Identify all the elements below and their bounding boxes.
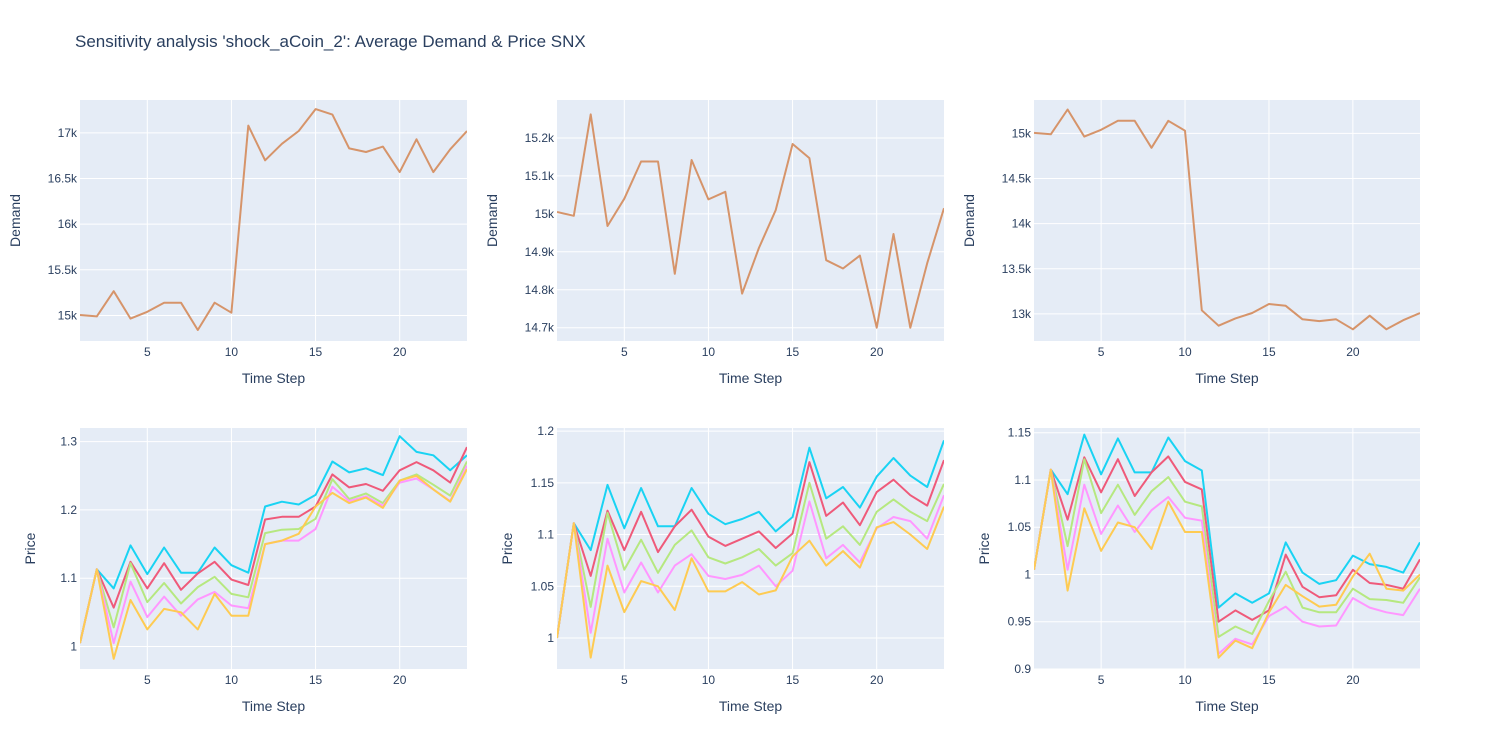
y-axis-title: Demand <box>961 194 977 247</box>
y-tick-label: 1.05 <box>531 579 555 593</box>
y-tick-label: 13k <box>1012 307 1032 321</box>
x-axis-title: Time Step <box>1195 698 1258 714</box>
x-tick-label: 10 <box>225 345 239 359</box>
series-line-series-1 <box>80 435 467 644</box>
series-line-demand <box>80 108 467 331</box>
y-tick-label: 15k <box>535 207 555 221</box>
series-line-series-4 <box>1034 468 1420 655</box>
series-line-series-5 <box>80 468 467 660</box>
y-tick-label: 14k <box>1012 217 1032 231</box>
x-axis-title: Time Step <box>1195 370 1258 386</box>
x-tick-label: 20 <box>393 673 407 687</box>
x-tick-label: 10 <box>1178 345 1192 359</box>
x-axis-title: Time Step <box>242 698 305 714</box>
y-tick-label: 15.1k <box>525 169 555 183</box>
y-axis-title: Demand <box>7 194 23 247</box>
y-tick-label: 1.2 <box>60 503 77 517</box>
x-tick-label: 20 <box>870 345 884 359</box>
y-tick-label: 1.1 <box>60 571 77 585</box>
plot-background <box>557 428 944 669</box>
x-tick-label: 5 <box>144 673 151 687</box>
series-line-series-5 <box>557 506 944 659</box>
x-tick-label: 20 <box>870 673 884 687</box>
subplot-2: 5 10 15 20 14.7k 14.8k 14.9k 15k 15.1k 15.2k Time … <box>484 100 944 386</box>
x-tick-label: 15 <box>1262 345 1276 359</box>
subplot-6: 5 10 15 20 0.9 0.95 1 1.05 1.1 1.15 Time Step Price <box>976 426 1420 714</box>
y-tick-label: 13.5k <box>1002 262 1032 276</box>
y-axis-title: Demand <box>484 194 500 247</box>
plot-background <box>80 100 467 341</box>
x-tick-label: 5 <box>621 345 628 359</box>
y-tick-label: 15k <box>58 308 78 322</box>
x-tick-label: 5 <box>621 673 628 687</box>
series-line-series-1 <box>557 440 944 639</box>
series-line-series-3 <box>557 481 944 639</box>
x-tick-label: 20 <box>393 345 407 359</box>
y-tick-label: 1.1 <box>1014 473 1031 487</box>
subplot-3: 5 10 15 20 13k 13.5k 14k 14.5k 15k Time Step Deman… <box>961 100 1420 386</box>
x-tick-label: 15 <box>309 345 323 359</box>
y-tick-label: 15.2k <box>525 131 555 145</box>
series-line-demand <box>557 113 944 329</box>
x-tick-label: 10 <box>1178 673 1192 687</box>
x-tick-label: 20 <box>1346 673 1360 687</box>
y-tick-label: 0.95 <box>1008 615 1032 629</box>
y-tick-label: 1.05 <box>1008 520 1032 534</box>
y-tick-label: 1.15 <box>531 476 555 490</box>
y-tick-label: 16k <box>58 217 78 231</box>
x-tick-label: 15 <box>309 673 323 687</box>
y-tick-label: 1 <box>70 639 77 653</box>
plot-background <box>557 100 944 341</box>
series-line-series-3 <box>1034 458 1420 638</box>
series-line-series-5 <box>1034 468 1420 659</box>
subplot-1: 5 10 15 20 15k 15.5k 16k 16.5k 17k Time Step Deman… <box>7 100 467 386</box>
y-tick-label: 1 <box>1024 567 1031 581</box>
series-line-series-1 <box>1034 433 1420 609</box>
x-tick-label: 15 <box>1262 673 1276 687</box>
y-tick-label: 0.9 <box>1014 662 1031 676</box>
y-tick-label: 1.15 <box>1008 426 1032 440</box>
x-tick-label: 15 <box>786 345 800 359</box>
y-tick-label: 16.5k <box>48 172 78 186</box>
y-axis-title: Price <box>499 532 515 564</box>
x-axis-title: Time Step <box>719 698 782 714</box>
y-tick-label: 17k <box>58 126 78 140</box>
x-tick-label: 10 <box>702 673 716 687</box>
x-axis-title: Time Step <box>242 370 305 386</box>
y-tick-label: 1.3 <box>60 435 77 449</box>
subplot-4: 5 10 15 20 1 1.1 1.2 1.3 Time Step Price <box>22 428 467 714</box>
y-tick-label: 14.9k <box>525 245 555 259</box>
series-line-demand <box>1034 108 1420 331</box>
x-axis-title: Time Step <box>719 370 782 386</box>
y-axis-title: Price <box>22 532 38 564</box>
x-tick-label: 10 <box>702 345 716 359</box>
y-tick-label: 1.2 <box>537 424 554 438</box>
series-line-series-2 <box>557 459 944 639</box>
plot-background <box>1034 100 1420 341</box>
y-tick-label: 14.7k <box>525 321 555 335</box>
series-line-series-2 <box>80 446 467 644</box>
y-tick-label: 1 <box>547 631 554 645</box>
x-tick-label: 5 <box>1098 673 1105 687</box>
chart-title: Sensitivity analysis 'shock_aCoin_2': Av… <box>75 32 586 51</box>
y-tick-label: 1.1 <box>537 528 554 542</box>
x-tick-label: 5 <box>144 345 151 359</box>
y-tick-label: 15k <box>1012 126 1032 140</box>
y-tick-label: 14.8k <box>525 283 555 297</box>
plot-background <box>80 428 467 669</box>
subplot-5: 5 10 15 20 1 1.05 1.1 1.15 1.2 Time Step Price <box>499 424 944 714</box>
y-axis-title: Price <box>976 532 992 564</box>
x-tick-label: 10 <box>225 673 239 687</box>
x-tick-label: 5 <box>1098 345 1105 359</box>
y-tick-label: 15.5k <box>48 263 78 277</box>
y-tick-label: 14.5k <box>1002 172 1032 186</box>
x-tick-label: 15 <box>786 673 800 687</box>
x-tick-label: 20 <box>1346 345 1360 359</box>
